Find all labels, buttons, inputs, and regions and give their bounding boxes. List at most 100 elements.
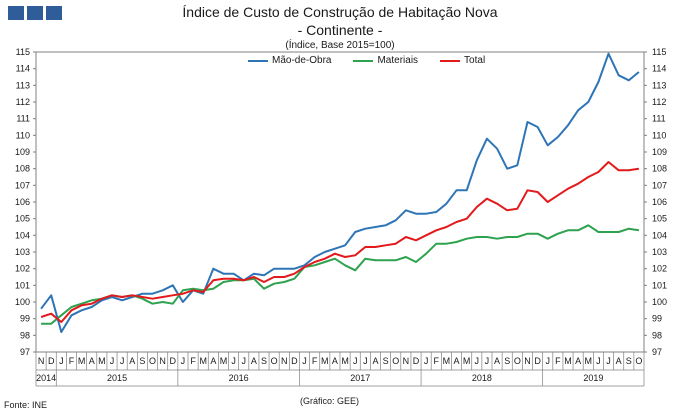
- y-tick-label-right: 112: [652, 97, 666, 107]
- year-label: 2015: [107, 373, 127, 383]
- y-tick-label-left: 109: [15, 147, 30, 157]
- y-tick-label-right: 107: [652, 180, 667, 190]
- y-tick-label-left: 108: [15, 164, 30, 174]
- x-tick-label: M: [199, 356, 207, 366]
- x-tick-label: A: [251, 356, 257, 366]
- y-tick-label-right: 110: [652, 130, 666, 140]
- y-tick-label-left: 101: [15, 280, 30, 290]
- x-tick-label: S: [139, 356, 145, 366]
- x-tick-label: J: [231, 356, 236, 366]
- y-tick-label-left: 97: [20, 347, 30, 357]
- legend-label: Mão-de-Obra: [272, 55, 332, 66]
- x-tick-label: F: [190, 356, 196, 366]
- y-tick-label-right: 114: [652, 64, 666, 74]
- x-tick-label: N: [524, 356, 531, 366]
- plot-frame: [35, 51, 645, 353]
- x-tick-label: D: [291, 356, 298, 366]
- legend-swatch: [248, 59, 268, 62]
- chart-note: (Índice, Base 2015=100): [285, 40, 395, 51]
- y-tick-label-left: 111: [16, 114, 30, 124]
- y-tick-label-right: 105: [652, 214, 667, 224]
- x-tick-label: M: [321, 356, 329, 366]
- y-tick-label-right: 113: [652, 80, 666, 90]
- x-tick-label: J: [424, 356, 429, 366]
- x-tick-label: A: [210, 356, 216, 366]
- y-tick-label-left: 98: [20, 330, 30, 340]
- y-tick-label-right: 104: [652, 230, 667, 240]
- source-note: Fonte: INE: [4, 400, 48, 410]
- x-tick-label: S: [504, 356, 510, 366]
- y-tick-label-right: 115: [652, 47, 666, 57]
- series-line-total: [40, 161, 640, 323]
- year-label: 2017: [350, 373, 370, 383]
- x-tick-label: J: [120, 356, 125, 366]
- legend-swatch: [440, 59, 461, 62]
- x-tick-label: A: [454, 356, 460, 366]
- y-tick-label-right: 98: [652, 330, 662, 340]
- chart-subtitle: - Continente -: [297, 22, 383, 38]
- legend-item-labor: Mão-de-Obra: [248, 55, 331, 66]
- logo-block: [8, 6, 24, 20]
- legend-item-total: Total: [440, 55, 485, 66]
- x-tick-label: M: [443, 356, 451, 366]
- x-tick-label: D: [48, 356, 55, 366]
- x-tick-label: F: [312, 356, 318, 366]
- x-tick-label: N: [159, 356, 166, 366]
- year-label: 2016: [229, 373, 249, 383]
- x-tick-label: M: [564, 356, 572, 366]
- x-tick-label: J: [485, 356, 490, 366]
- x-tick-label: N: [403, 356, 410, 366]
- x-tick-label: A: [372, 356, 378, 366]
- x-tick-label: O: [635, 356, 642, 366]
- y-tick-label-right: 106: [652, 197, 667, 207]
- x-tick-label: D: [170, 356, 177, 366]
- year-label: 2018: [472, 373, 492, 383]
- y-tick-label-left: 100: [15, 297, 30, 307]
- y-tick-label-left: 114: [16, 64, 30, 74]
- legend-swatch: [353, 59, 374, 62]
- x-tick-label: J: [475, 356, 480, 366]
- y-tick-label-right: 103: [652, 247, 667, 257]
- x-tick-label: J: [59, 356, 64, 366]
- x-tick-label: O: [514, 356, 521, 366]
- x-tick-label: O: [149, 356, 156, 366]
- x-tick-label: N: [38, 356, 45, 366]
- x-tick-label: A: [575, 356, 581, 366]
- logo-block: [27, 6, 43, 20]
- legend-label: Total: [464, 55, 486, 66]
- x-tick-label: A: [89, 356, 95, 366]
- legend-label: Materiais: [377, 55, 419, 66]
- x-tick-label: F: [69, 356, 75, 366]
- x-tick-label: J: [363, 356, 368, 366]
- x-tick-label: J: [181, 356, 186, 366]
- x-tick-label: J: [545, 356, 550, 366]
- brand-logo: [8, 6, 62, 20]
- y-tick-label-right: 99: [652, 314, 662, 324]
- x-tick-label: O: [392, 356, 399, 366]
- x-tick-label: F: [555, 356, 561, 366]
- year-label: 2014: [36, 373, 56, 383]
- x-tick-label: M: [78, 356, 86, 366]
- y-tick-label-right: 108: [652, 164, 667, 174]
- x-tick-label: J: [606, 356, 611, 366]
- x-tick-label: A: [616, 356, 622, 366]
- legend-item-materials: Materiais: [353, 55, 418, 66]
- chart-credit: (Gráfico: GEE): [300, 396, 360, 406]
- chart-title: Índice de Custo de Construção de Habitaç…: [182, 4, 498, 20]
- x-tick-label: D: [413, 356, 420, 366]
- series-line-labor: [40, 52, 640, 333]
- y-tick-label-right: 101: [652, 280, 667, 290]
- y-tick-label-left: 103: [15, 247, 30, 257]
- x-tick-label: F: [434, 356, 440, 366]
- y-tick-label-left: 113: [16, 80, 30, 90]
- y-tick-label-right: 100: [652, 297, 667, 307]
- x-tick-label: N: [281, 356, 288, 366]
- y-tick-label-left: 104: [15, 230, 30, 240]
- x-tick-label: J: [353, 356, 358, 366]
- y-tick-label-left: 110: [16, 130, 30, 140]
- chart-legend: Mão-de-Obra Materiais Total: [248, 55, 485, 66]
- y-tick-label-right: 111: [652, 114, 666, 124]
- x-tick-label: M: [98, 356, 106, 366]
- x-tick-label: S: [626, 356, 632, 366]
- y-tick-label-left: 99: [20, 314, 30, 324]
